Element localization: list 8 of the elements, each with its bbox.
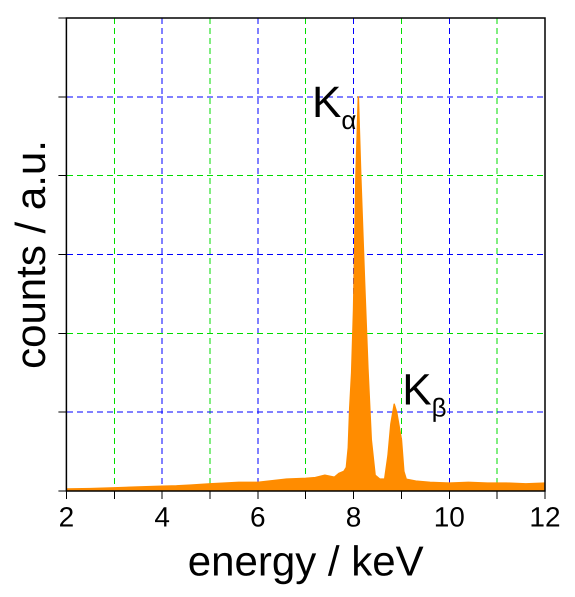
x-tick-label: 4	[154, 502, 170, 533]
x-axis-title: energy / keV	[188, 537, 424, 584]
x-tick-label: 2	[58, 502, 74, 533]
x-tick-label: 6	[250, 502, 266, 533]
x-tick-label: 10	[434, 502, 465, 533]
y-axis-title: counts / a.u.	[6, 140, 54, 369]
x-tick-label: 12	[529, 502, 561, 533]
x-tick-label: 8	[346, 502, 362, 533]
